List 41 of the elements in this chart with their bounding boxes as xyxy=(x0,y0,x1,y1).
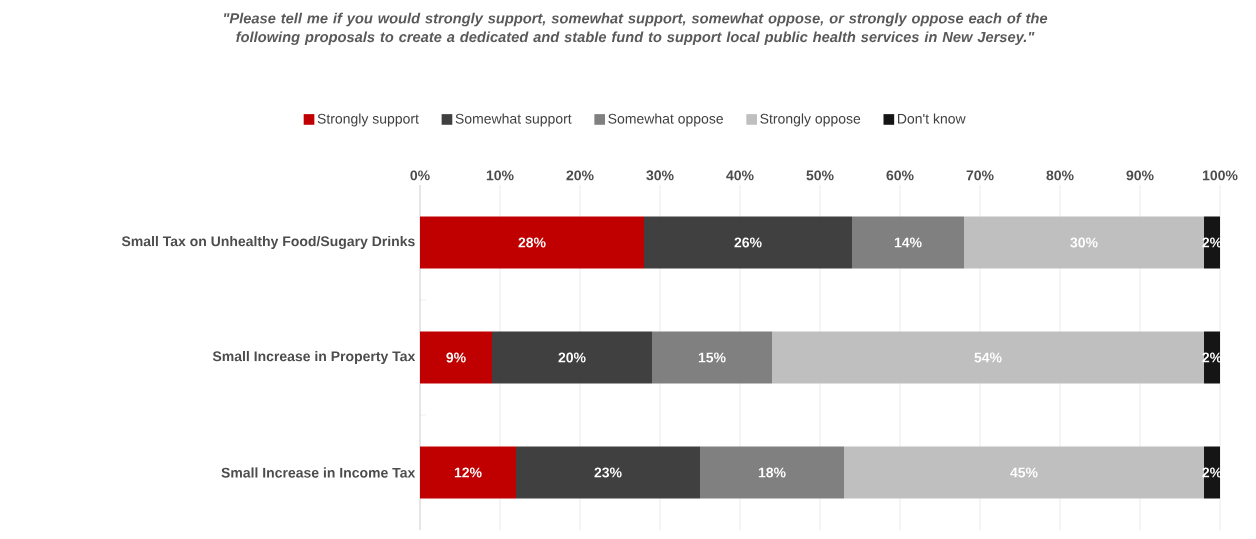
legend-label: Don't know xyxy=(897,113,966,124)
bar xyxy=(492,331,652,384)
bar xyxy=(420,331,492,384)
x-tick-label: 20% xyxy=(566,170,594,181)
data-label: 15% xyxy=(698,352,726,363)
data-label: 26% xyxy=(734,237,762,248)
legend-label: Strongly support xyxy=(317,113,419,127)
x-tick-label: 80% xyxy=(1046,170,1074,181)
x-tick-label: 30% xyxy=(646,170,674,181)
chart-title: "Please tell me if you would strongly support, somewhat support, somewhat oppose, or strongly oppose each of the following proposals to create a dedicated and stable fund to support local public health services in New Jersey." xyxy=(224,12,1048,46)
x-tick-label: 40% xyxy=(726,170,754,181)
legend-label: Somewhat oppose xyxy=(608,113,723,127)
x-tick-label: 70% xyxy=(966,170,994,181)
y-tick-label: Small Tax on Unhealthy Food/Sugary Drinks xyxy=(121,235,415,250)
x-tick-label: 10% xyxy=(486,170,514,181)
data-label: 54% xyxy=(974,352,1002,363)
data-label: 45% xyxy=(1010,467,1038,478)
data-label: 30% xyxy=(1070,237,1098,248)
data-label: 14% xyxy=(894,237,922,248)
bar xyxy=(420,446,516,499)
bar xyxy=(420,216,645,269)
x-tick-label: 90% xyxy=(1126,170,1154,181)
y-tick-label: Small Increase in Property Tax xyxy=(212,350,416,365)
data-label: 28% xyxy=(518,237,546,248)
legend-label: Strongly oppose xyxy=(760,113,861,127)
bar xyxy=(644,216,853,269)
data-label: 9% xyxy=(446,352,466,363)
data-label: 18% xyxy=(758,467,786,478)
x-tick-label: 100% xyxy=(1202,170,1238,181)
bar xyxy=(516,446,701,499)
x-tick-label: 60% xyxy=(886,170,914,181)
x-tick-label: 50% xyxy=(806,170,834,181)
bar xyxy=(652,331,772,384)
data-label: 23% xyxy=(594,467,622,478)
x-tick-label: 0% xyxy=(410,170,430,181)
bar xyxy=(852,216,965,269)
legend-label: Somewhat support xyxy=(455,113,572,127)
data-label: 20% xyxy=(558,352,586,363)
data-label: 12% xyxy=(454,467,482,478)
y-tick-label: Small Increase in Income Tax xyxy=(221,467,416,478)
bar xyxy=(700,446,845,499)
